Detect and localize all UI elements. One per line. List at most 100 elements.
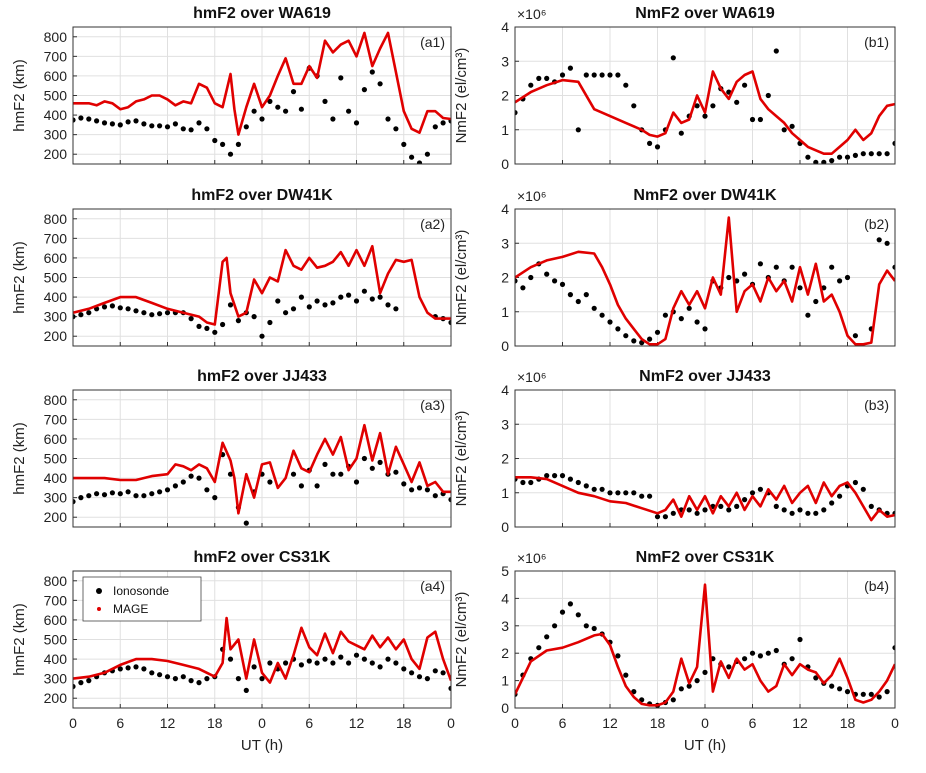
ionosonde-point bbox=[515, 278, 518, 284]
ionosonde-point bbox=[884, 689, 890, 695]
ionosonde-point bbox=[599, 312, 605, 318]
axes-frame bbox=[514, 389, 896, 528]
ionosonde-point bbox=[283, 660, 289, 666]
ionosonde-point bbox=[172, 483, 178, 489]
legend-label: Ionosonde bbox=[113, 584, 169, 598]
ionosonde-point bbox=[204, 126, 210, 132]
y-tick-label: 700 bbox=[44, 411, 68, 427]
ionosonde-point bbox=[401, 666, 407, 672]
ionosonde-point bbox=[813, 510, 819, 516]
ionosonde-point bbox=[686, 683, 692, 689]
ionosonde-point bbox=[742, 497, 748, 503]
ionosonde-point bbox=[401, 481, 407, 487]
ionosonde-point bbox=[607, 490, 613, 496]
ionosonde-point bbox=[322, 656, 328, 662]
y-tick-label: 0 bbox=[501, 519, 509, 535]
mage-line bbox=[515, 583, 895, 707]
ionosonde-point bbox=[567, 65, 574, 71]
ionosonde-point bbox=[125, 489, 131, 495]
ionosonde-point bbox=[694, 103, 700, 109]
ionosonde-point bbox=[86, 678, 92, 684]
ionosonde-point bbox=[141, 666, 147, 672]
ionosonde-point bbox=[330, 116, 336, 122]
ionosonde-point bbox=[821, 285, 827, 291]
x-tick-label: 6 bbox=[305, 715, 313, 731]
y-tick-label: 200 bbox=[44, 690, 68, 706]
x-tick-label: 18 bbox=[207, 715, 223, 731]
ionosonde-point bbox=[552, 473, 558, 479]
x-tick-label: 0 bbox=[258, 715, 266, 731]
ionosonde-point bbox=[860, 486, 866, 492]
ionosonde-point bbox=[829, 500, 835, 506]
ionosonde-point bbox=[615, 653, 621, 659]
ionosonde-point bbox=[353, 652, 360, 658]
ionosonde-point bbox=[86, 310, 92, 316]
ionosonde-point bbox=[188, 316, 194, 322]
ionosonde-point bbox=[188, 473, 194, 479]
ionosonde-point bbox=[559, 72, 566, 78]
x-axis-label: UT (h) bbox=[241, 737, 283, 754]
ionosonde-point bbox=[773, 503, 779, 509]
ionosonde-point bbox=[599, 486, 605, 492]
y-tick-label: 1 bbox=[501, 122, 509, 138]
ionosonde-point bbox=[639, 493, 645, 499]
ionosonde-point bbox=[448, 319, 451, 326]
ionosonde-point bbox=[702, 507, 708, 513]
ionosonde-point bbox=[844, 274, 851, 281]
ionosonde-point bbox=[78, 680, 84, 686]
ionosonde-point bbox=[654, 329, 661, 335]
ionosonde-point bbox=[860, 151, 866, 157]
ionosonde-point bbox=[575, 127, 581, 133]
ionosonde-point bbox=[361, 656, 367, 662]
ionosonde-point bbox=[157, 311, 163, 317]
ionosonde-point bbox=[322, 461, 328, 467]
ionosonde-point bbox=[528, 479, 534, 486]
ionosonde-point bbox=[73, 117, 76, 123]
ionosonde-point bbox=[267, 98, 273, 104]
panel-b1: 0 1 2 3 4 NmF2 over WA619 (b1) ×10⁶ NmF2 (el/cm³… bbox=[453, 5, 896, 172]
ionosonde-point bbox=[868, 691, 874, 697]
panel-title: NmF2 over JJ433 bbox=[639, 368, 771, 385]
axes-frame bbox=[72, 389, 452, 528]
ionosonde-point bbox=[86, 116, 92, 122]
x-tick-label: 0 bbox=[69, 715, 77, 731]
y-tick-label: 2 bbox=[501, 270, 509, 286]
series-ionosonde bbox=[73, 452, 451, 526]
ionosonde-point bbox=[821, 159, 827, 164]
ionosonde-point bbox=[552, 623, 558, 629]
ionosonde-point bbox=[892, 140, 895, 146]
ionosonde-point bbox=[141, 121, 147, 127]
ionosonde-point bbox=[559, 473, 566, 479]
ionosonde-point bbox=[235, 141, 241, 147]
panel-tag: (a4) bbox=[420, 578, 445, 594]
ionosonde-point bbox=[765, 650, 771, 656]
ionosonde-point bbox=[583, 623, 589, 629]
mage-line bbox=[515, 70, 895, 155]
ionosonde-point bbox=[781, 507, 787, 513]
axes-frame bbox=[72, 208, 452, 347]
y-tick-label: 300 bbox=[44, 309, 68, 325]
ionosonde-point bbox=[654, 514, 661, 520]
ionosonde-point bbox=[369, 296, 375, 302]
legend-label: MAGE bbox=[113, 602, 148, 616]
series-ionosonde bbox=[73, 65, 451, 164]
mage-line bbox=[515, 216, 895, 346]
axes-frame bbox=[514, 208, 896, 347]
ionosonde-point bbox=[424, 151, 430, 157]
ionosonde-point bbox=[686, 507, 692, 513]
ionosonde-point bbox=[694, 510, 700, 516]
y-tick-label: 4 bbox=[501, 201, 509, 217]
ionosonde-point bbox=[212, 329, 218, 335]
panel-tag: (b3) bbox=[864, 397, 889, 413]
y-tick-label: 300 bbox=[44, 490, 68, 506]
ionosonde-point bbox=[440, 670, 446, 676]
y-tick-label: 3 bbox=[501, 416, 509, 432]
ionosonde-point bbox=[125, 306, 131, 312]
ionosonde-point bbox=[377, 459, 383, 465]
ionosonde-point bbox=[844, 154, 851, 160]
legend: Ionosonde MAGE bbox=[82, 576, 202, 622]
ionosonde-point bbox=[243, 520, 249, 526]
ionosonde-point bbox=[520, 285, 526, 291]
ionosonde-point bbox=[884, 240, 890, 246]
ionosonde-point bbox=[275, 298, 281, 304]
